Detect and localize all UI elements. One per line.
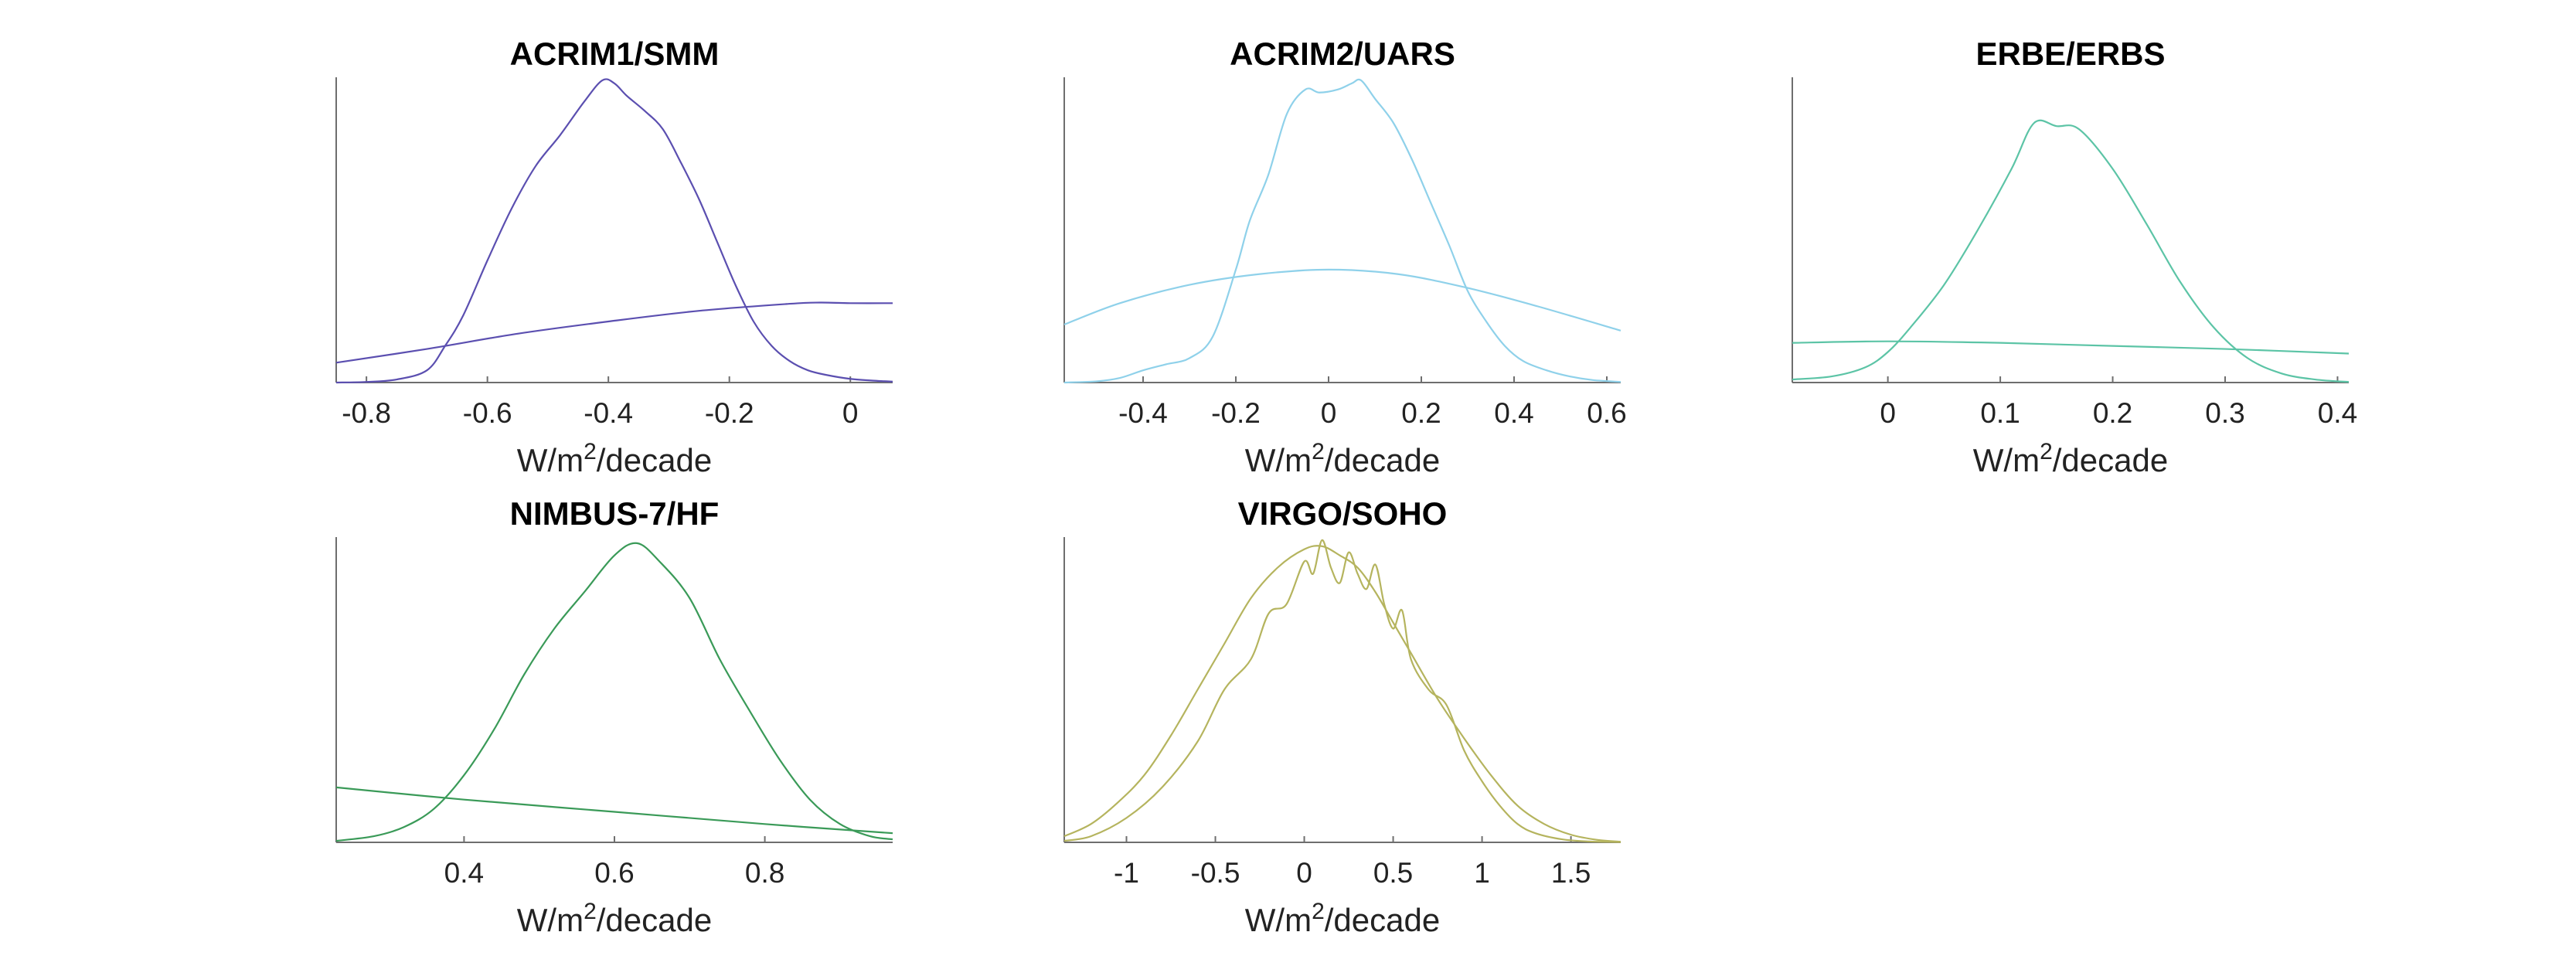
- panel-title: ACRIM1/SMM: [510, 36, 720, 72]
- x-axis-label: W/m2/decade: [1245, 899, 1440, 938]
- panel-4: NIMBUS-7/HF 0.4 0.6 0.8 W/m2/decade: [335, 495, 893, 938]
- panel-5: VIRGO/SOHO -1 -0.5 0 0.5 1 1.5 W/m2/decade: [1063, 495, 1621, 938]
- x-tick-label: 0.8: [745, 857, 784, 889]
- x-tick-label: 1: [1474, 857, 1490, 889]
- panel-title: ERBE/ERBS: [1975, 36, 2165, 72]
- panel-3: ERBE/ERBS 0 0.1 0.2 0.3 0.4 W/m2/decade: [1792, 36, 2357, 478]
- x-tick-label: 1.5: [1551, 857, 1591, 889]
- series-2-line: [335, 301, 893, 364]
- series-1-line: [1063, 78, 1621, 384]
- x-tick-label: 0: [842, 397, 859, 429]
- series-2-line: [335, 786, 893, 835]
- panel-1: ACRIM1/SMM -0.8 -0.6 -0.4 -0.2 0 W/m2/decade: [335, 36, 893, 478]
- series-2-line: [1792, 340, 2350, 355]
- x-tick-label: 0.4: [444, 857, 484, 889]
- x-tick-label: 0.2: [2093, 397, 2132, 429]
- x-tick-label: -0.2: [705, 397, 754, 429]
- panel-title: NIMBUS-7/HF: [510, 495, 720, 532]
- x-tick-label: -1: [1114, 857, 1139, 889]
- x-tick-label: 0.2: [1401, 397, 1441, 429]
- x-tick-label: 0.6: [594, 857, 634, 889]
- x-tick-label: 0: [1321, 397, 1337, 429]
- x-tick-label: -0.2: [1211, 397, 1261, 429]
- x-tick-label: -0.8: [342, 397, 391, 429]
- x-axis-label: W/m2/decade: [1973, 439, 2168, 478]
- x-tick-label: -0.4: [584, 397, 633, 429]
- x-tick-label: 0.6: [1587, 397, 1626, 429]
- series-2-line: [1063, 539, 1621, 843]
- x-tick-label: 0.4: [1494, 397, 1533, 429]
- x-tick-label: 0.4: [2318, 397, 2357, 429]
- series-2-line: [1063, 268, 1621, 332]
- panel-title: ACRIM2/UARS: [1230, 36, 1455, 72]
- x-tick-label: 0.5: [1373, 857, 1413, 889]
- x-axis-label: W/m2/decade: [517, 899, 712, 938]
- series-1-line: [1792, 119, 2350, 383]
- series-1-line: [1063, 545, 1621, 843]
- series-1-line: [335, 78, 893, 384]
- x-tick-label: 0: [1880, 397, 1896, 429]
- x-tick-label: -0.5: [1191, 857, 1240, 889]
- x-axis-label: W/m2/decade: [1245, 439, 1440, 478]
- x-tick-label: 0.3: [2205, 397, 2244, 429]
- x-tick-label: 0.1: [1980, 397, 2020, 429]
- x-axis-label: W/m2/decade: [517, 439, 712, 478]
- x-tick-label: -0.6: [463, 397, 512, 429]
- series-1-line: [335, 542, 893, 842]
- panel-title: VIRGO/SOHO: [1238, 495, 1448, 532]
- x-tick-label: 0: [1296, 857, 1312, 889]
- x-tick-label: -0.4: [1118, 397, 1168, 429]
- panel-2: ACRIM2/UARS -0.4 -0.2 0 0.2 0.4 0.6 W/m2/decade: [1063, 36, 1627, 478]
